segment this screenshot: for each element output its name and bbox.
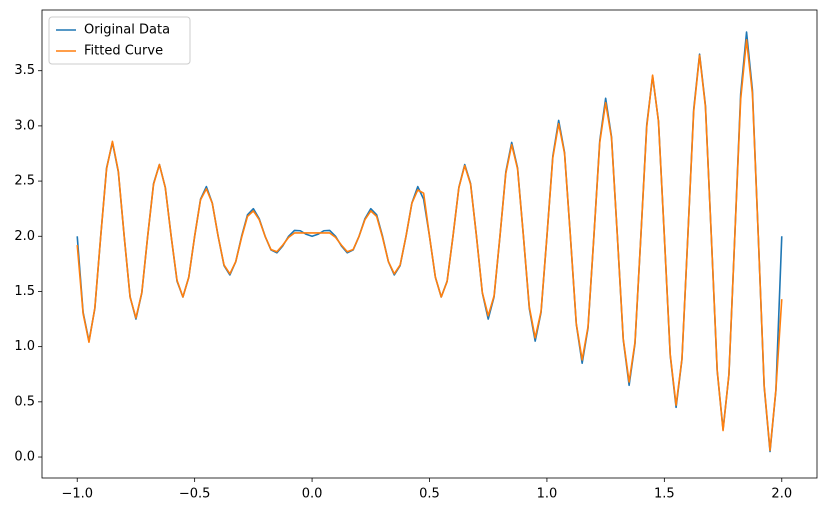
- y-tick-label: 1.5: [14, 284, 35, 299]
- legend-box: [48, 16, 191, 65]
- legend-label: Original Data: [84, 23, 170, 38]
- y-tick-label: 3.0: [14, 118, 35, 133]
- legend: Original Data Fitted Curve: [48, 16, 191, 65]
- x-tick-label: −0.5: [179, 487, 211, 502]
- y-tick-label: 3.5: [14, 63, 35, 78]
- legend-label: Fitted Curve: [84, 44, 163, 59]
- x-tick-label: 1.0: [537, 487, 558, 502]
- x-tick-label: 1.5: [654, 487, 675, 502]
- y-tick-label: 0.5: [14, 394, 35, 409]
- y-tick-label: 2.5: [14, 174, 35, 189]
- plot-frame: [41, 9, 818, 479]
- y-tick-label: 1.0: [14, 339, 35, 354]
- x-tick-label: 2.0: [771, 487, 792, 502]
- x-tick-label: 0.0: [302, 487, 323, 502]
- x-tick-label: −1.0: [61, 487, 93, 502]
- y-tick-label: 0.0: [14, 450, 35, 465]
- y-tick-label: 2.0: [14, 229, 35, 244]
- x-tick-label: 0.5: [419, 487, 440, 502]
- data-line: [76, 39, 783, 452]
